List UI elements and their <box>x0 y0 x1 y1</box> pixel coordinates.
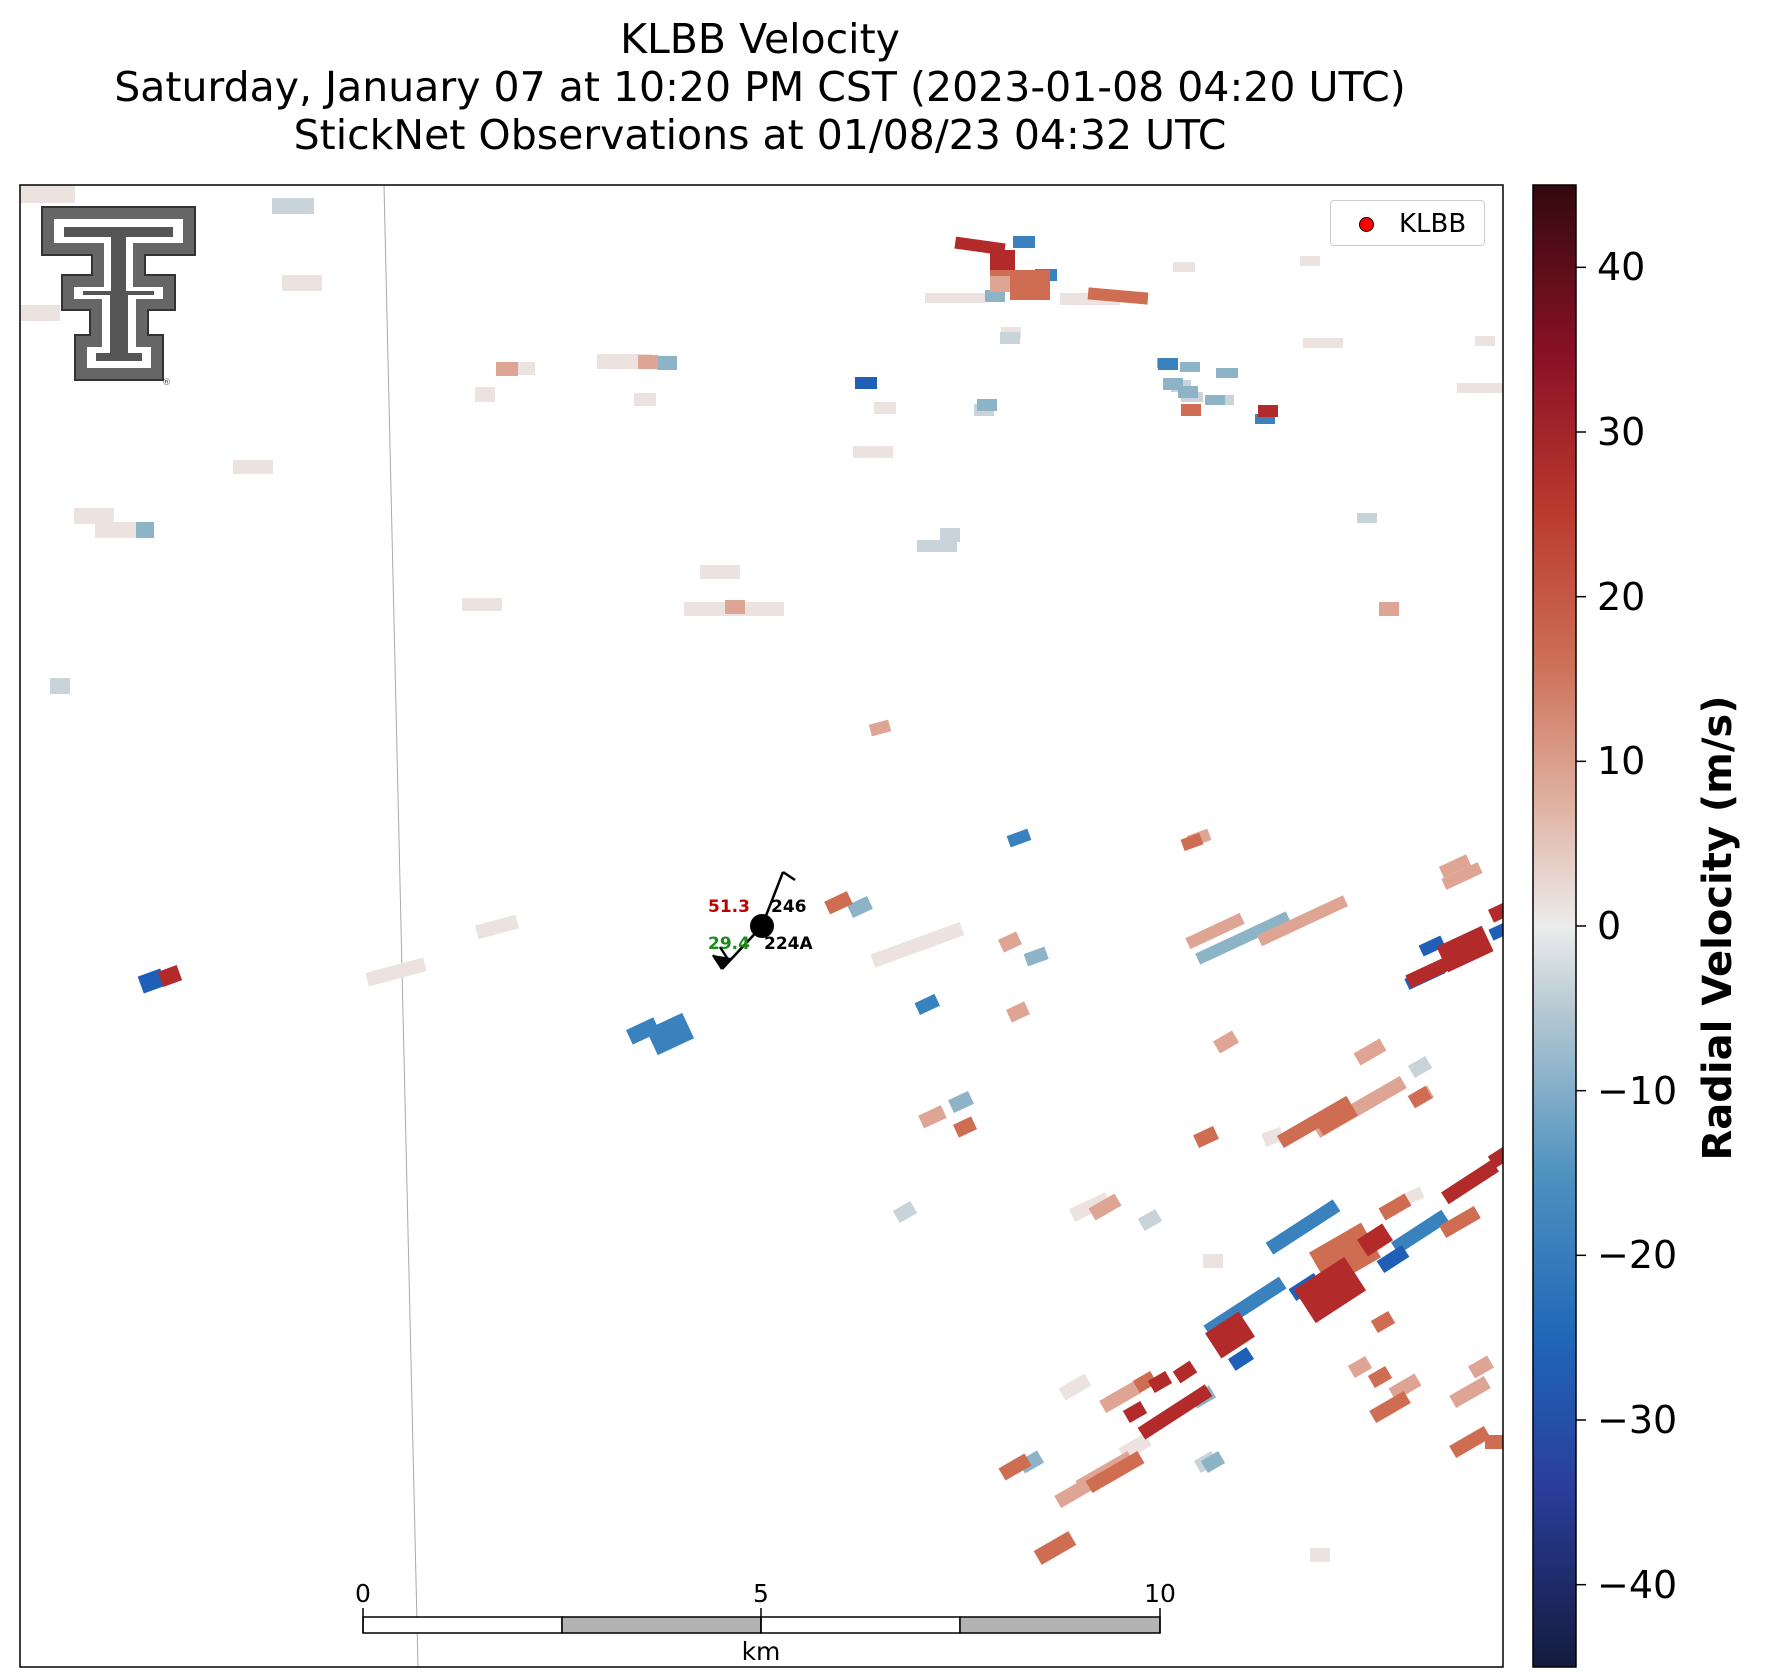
station-value-2: 29.4 <box>708 934 750 954</box>
title-line-3: StickNet Observations at 01/08/23 04:32 … <box>293 111 1227 159</box>
scale-label-5: 5 <box>753 1579 769 1608</box>
colorbar-tick-label: 40 <box>1597 245 1646 290</box>
title-line-2: Saturday, January 07 at 10:20 PM CST (20… <box>114 63 1406 111</box>
station-value-1: 51.3 <box>708 897 750 917</box>
texas-tech-double-t-logo: ® <box>41 206 196 388</box>
legend-marker <box>1359 217 1374 232</box>
radar-echoes <box>20 185 1503 1667</box>
colorbar-tick-label: 30 <box>1597 410 1646 454</box>
colorbar-tick-label: 10 <box>1597 739 1646 784</box>
title-line-1: KLBB Velocity <box>620 15 900 63</box>
map-frame <box>19 184 1504 1668</box>
svg-text:®: ® <box>162 378 171 388</box>
legend: KLBB <box>1330 200 1485 246</box>
colorbar-tick-label: −30 <box>1597 1398 1678 1442</box>
colorbar-tick-label: 20 <box>1597 574 1646 619</box>
colorbar-tick-label: 0 <box>1597 904 1622 948</box>
scale-label-0: 0 <box>355 1579 371 1608</box>
colorbar-ticks <box>1576 266 1586 1586</box>
sticknet-station-plot <box>711 870 796 970</box>
station-id-2: 224A <box>764 934 813 954</box>
boundary-line <box>383 185 419 1667</box>
scale-label-10: 10 <box>1144 1579 1176 1608</box>
legend-label: KLBB <box>1399 209 1467 239</box>
scale-bar <box>362 1608 1161 1634</box>
colorbar-gradient <box>1532 184 1577 1668</box>
colorbar-title: Radial Velocity (m/s) <box>1695 695 1741 1161</box>
scale-unit: km <box>741 1637 781 1666</box>
station-id-1: 246 <box>771 897 807 917</box>
colorbar-tick-label: −20 <box>1597 1233 1678 1278</box>
colorbar-tick-label: −40 <box>1597 1562 1678 1607</box>
colorbar-tick-label: −10 <box>1597 1068 1678 1113</box>
